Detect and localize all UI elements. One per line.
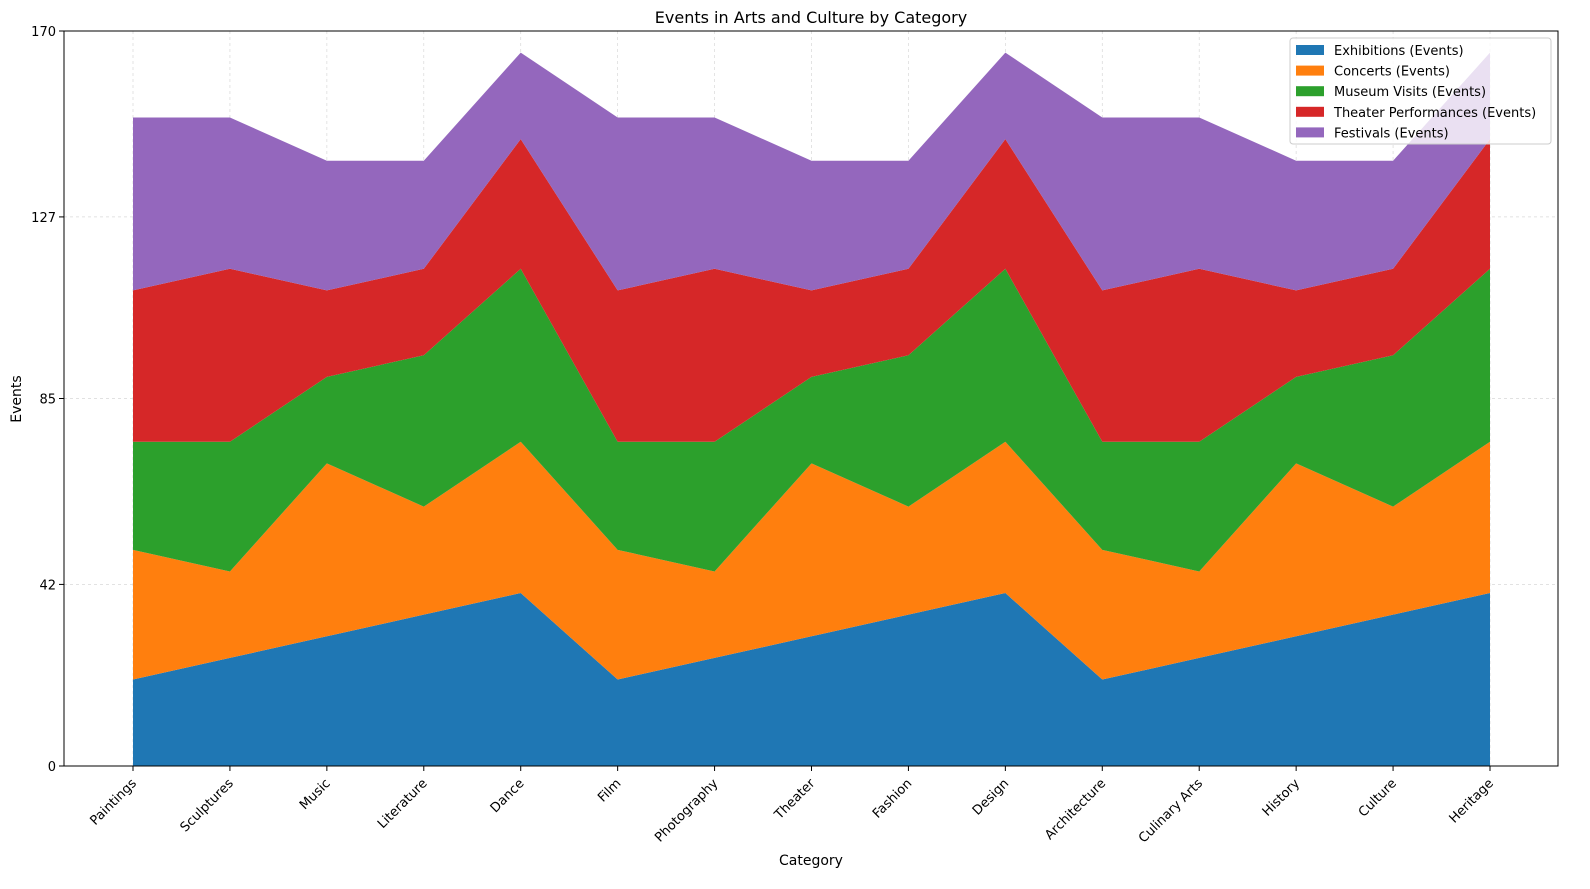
x-axis-title: Category xyxy=(779,853,843,869)
x-tick-label: Sculptures xyxy=(178,776,237,835)
y-tick-label: 127 xyxy=(31,211,56,226)
x-tick-label: Music xyxy=(297,776,334,813)
area-series-4 xyxy=(133,139,1490,442)
x-tick-label: Dance xyxy=(488,776,528,816)
area-series-5 xyxy=(133,52,1490,291)
x-tick-label: Culinary Arts xyxy=(1136,776,1206,846)
y-axis-ticks: 0 42 85 127 170 xyxy=(31,25,64,775)
legend-swatch xyxy=(1296,127,1324,138)
area-series-2 xyxy=(133,441,1490,680)
legend-label: Concerts (Events) xyxy=(1334,65,1450,80)
legend-label: Theater Performances (Events) xyxy=(1333,106,1536,121)
legend-swatch xyxy=(1296,106,1324,117)
y-axis-title: Events xyxy=(9,375,25,422)
legend-label: Exhibitions (Events) xyxy=(1334,44,1464,59)
x-axis-ticks: Paintings Sculptures Music Literature Dance F… xyxy=(87,766,1497,846)
y-tick-label: 85 xyxy=(39,393,56,408)
x-tick-label: Paintings xyxy=(87,776,140,829)
x-tick-label: Fashion xyxy=(870,776,915,821)
x-tick-label: Design xyxy=(970,776,1012,818)
x-tick-label: Photography xyxy=(652,776,721,845)
legend-swatch xyxy=(1296,65,1324,76)
y-tick-label: 170 xyxy=(31,25,56,40)
legend-box xyxy=(1289,37,1552,145)
legend-swatch xyxy=(1296,45,1324,55)
x-tick-label: Culture xyxy=(1356,776,1400,820)
x-tick-label: Literature xyxy=(375,776,431,832)
x-tick-label: History xyxy=(1260,776,1304,820)
y-tick-label: 0 xyxy=(48,760,56,775)
x-tick-label: Film xyxy=(595,776,624,805)
x-tick-label: Heritage xyxy=(1447,776,1497,826)
x-tick-label: Architecture xyxy=(1042,776,1109,843)
legend-swatch xyxy=(1296,86,1324,97)
area-series-1 xyxy=(133,593,1490,766)
x-tick-label: Theater xyxy=(771,776,819,824)
legend: Exhibitions (Events) Concerts (Events) Mus… xyxy=(1289,37,1552,145)
area-series xyxy=(133,52,1490,766)
legend-label: Festivals (Events) xyxy=(1334,126,1449,141)
area-series-3 xyxy=(133,268,1490,572)
chart-title: Events in Arts and Culture by Category xyxy=(655,8,967,27)
legend-label: Museum Visits (Events) xyxy=(1334,85,1486,100)
y-tick-label: 42 xyxy=(39,578,56,593)
